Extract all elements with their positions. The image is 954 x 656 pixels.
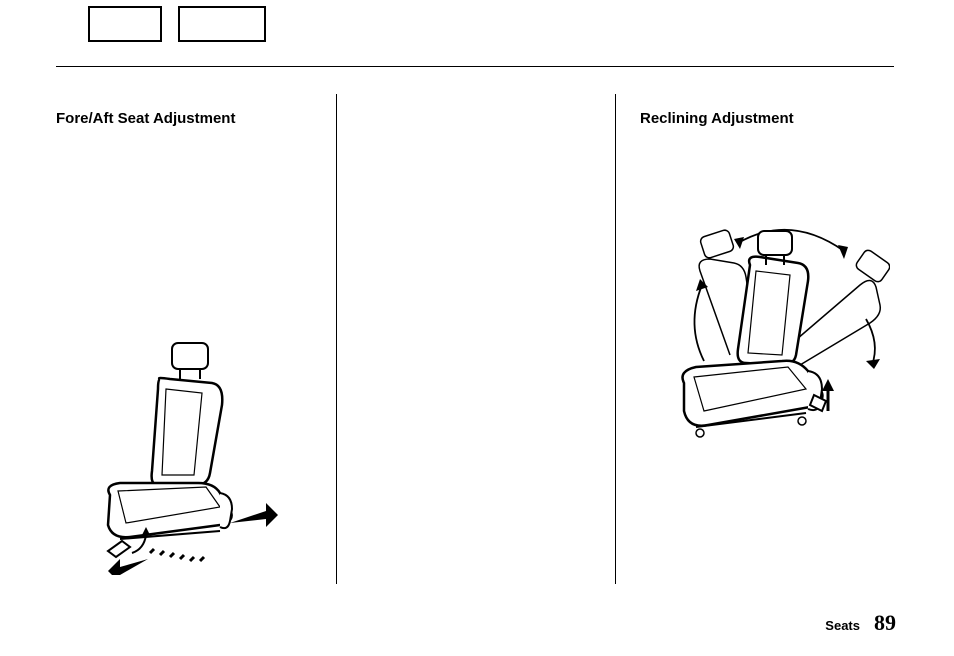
column-2 (336, 94, 616, 584)
seat-foreaft-figure (80, 335, 290, 575)
horizontal-rule (56, 66, 894, 67)
nav-box-1[interactable] (88, 6, 162, 42)
seat-recline-figure (630, 215, 890, 465)
seat-recline-icon (630, 215, 890, 465)
heading-fore-aft: Fore/Aft Seat Adjustment (56, 94, 336, 127)
page-footer: Seats 89 (825, 610, 896, 636)
footer-page-number: 89 (874, 610, 896, 636)
heading-reclining: Reclining Adjustment (616, 94, 894, 127)
seat-foreaft-icon (80, 335, 290, 575)
top-nav-boxes (88, 6, 266, 42)
footer-section-label: Seats (825, 618, 860, 633)
nav-box-2[interactable] (178, 6, 266, 42)
